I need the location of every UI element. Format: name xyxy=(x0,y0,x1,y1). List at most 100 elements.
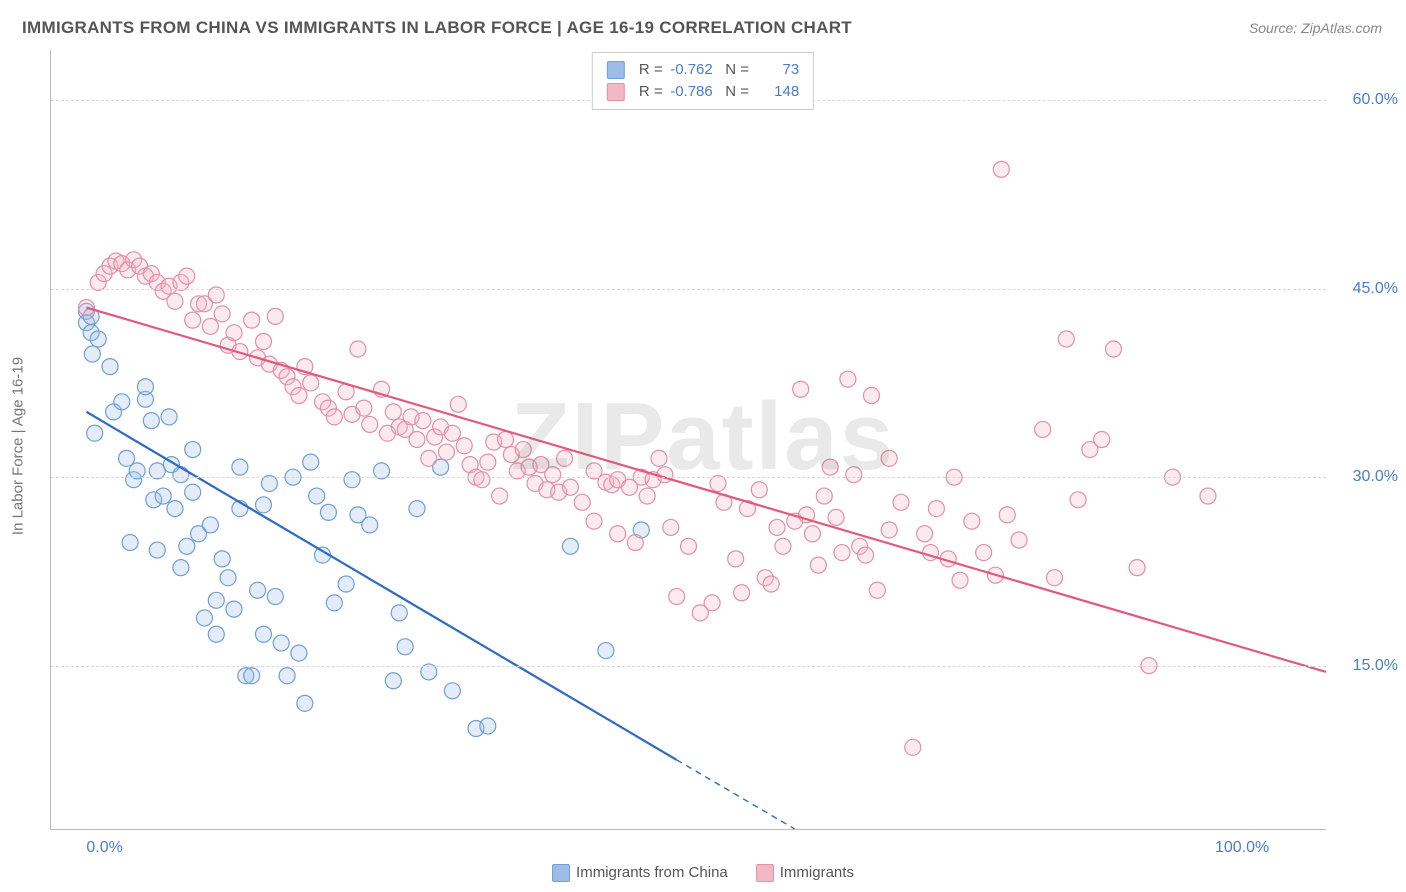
scatter-point xyxy=(385,673,401,689)
scatter-point xyxy=(793,381,809,397)
scatter-point xyxy=(122,535,138,551)
scatter-point xyxy=(999,507,1015,523)
scatter-point xyxy=(917,526,933,542)
legend-swatch xyxy=(607,83,625,101)
grid-line xyxy=(51,289,1326,290)
scatter-point xyxy=(952,572,968,588)
y-axis-label: In Labor Force | Age 16-19 xyxy=(10,357,27,535)
scatter-point xyxy=(480,718,496,734)
scatter-point xyxy=(185,484,201,500)
scatter-point xyxy=(562,479,578,495)
scatter-point xyxy=(474,472,490,488)
scatter-point xyxy=(421,450,437,466)
legend-label: Immigrants xyxy=(780,864,854,881)
scatter-point xyxy=(881,522,897,538)
scatter-point xyxy=(196,610,212,626)
scatter-point xyxy=(1011,532,1027,548)
scatter-point xyxy=(438,444,454,460)
scatter-point xyxy=(244,312,260,328)
scatter-point xyxy=(976,545,992,561)
scatter-point xyxy=(356,400,372,416)
scatter-point xyxy=(751,482,767,498)
stats-row: R = -0.762 N = 73 xyxy=(607,59,799,81)
scatter-point xyxy=(964,513,980,529)
scatter-point xyxy=(1035,421,1051,437)
scatter-point xyxy=(828,509,844,525)
scatter-point xyxy=(326,595,342,611)
scatter-point xyxy=(226,601,242,617)
scatter-point xyxy=(681,538,697,554)
y-tick-label: 30.0% xyxy=(1338,468,1398,486)
scatter-point xyxy=(769,519,785,535)
scatter-point xyxy=(498,432,514,448)
scatter-point xyxy=(362,517,378,533)
scatter-point xyxy=(102,359,118,375)
scatter-point xyxy=(1094,432,1110,448)
scatter-point xyxy=(267,589,283,605)
legend-item: Immigrants xyxy=(756,864,854,882)
chart-svg xyxy=(51,50,1326,829)
scatter-point xyxy=(905,739,921,755)
stats-text: R = -0.762 N = 73 xyxy=(639,59,799,81)
scatter-point xyxy=(586,513,602,529)
y-tick-label: 15.0% xyxy=(1338,657,1398,675)
scatter-point xyxy=(232,459,248,475)
bottom-legend: Immigrants from ChinaImmigrants xyxy=(552,864,854,882)
scatter-point xyxy=(651,450,667,466)
scatter-point xyxy=(846,467,862,483)
trend-line-dashed xyxy=(677,760,795,829)
plot-area: 15.0%30.0%45.0%60.0%0.0%100.0% xyxy=(50,50,1326,830)
scatter-point xyxy=(397,639,413,655)
scatter-point xyxy=(545,467,561,483)
scatter-point xyxy=(303,375,319,391)
scatter-point xyxy=(515,442,531,458)
scatter-point xyxy=(409,432,425,448)
legend-swatch xyxy=(552,864,570,882)
stats-text: R = -0.786 N = 148 xyxy=(639,81,799,103)
scatter-point xyxy=(291,388,307,404)
scatter-point xyxy=(226,325,242,341)
scatter-point xyxy=(161,409,177,425)
scatter-point xyxy=(256,626,272,642)
scatter-point xyxy=(858,547,874,563)
scatter-point xyxy=(385,404,401,420)
scatter-point xyxy=(173,467,189,483)
scatter-point xyxy=(492,488,508,504)
scatter-point xyxy=(167,293,183,309)
scatter-point xyxy=(214,306,230,322)
scatter-point xyxy=(775,538,791,554)
scatter-point xyxy=(320,504,336,520)
x-tick-label: 100.0% xyxy=(1215,839,1269,857)
scatter-point xyxy=(840,371,856,387)
scatter-point xyxy=(391,605,407,621)
scatter-point xyxy=(557,450,573,466)
scatter-point xyxy=(728,551,744,567)
y-tick-label: 45.0% xyxy=(1338,280,1398,298)
scatter-point xyxy=(669,589,685,605)
chart-title: IMMIGRANTS FROM CHINA VS IMMIGRANTS IN L… xyxy=(22,18,852,38)
scatter-point xyxy=(143,413,159,429)
scatter-point xyxy=(250,582,266,598)
scatter-point xyxy=(338,576,354,592)
scatter-point xyxy=(350,341,366,357)
scatter-point xyxy=(220,570,236,586)
scatter-point xyxy=(610,526,626,542)
legend-swatch xyxy=(756,864,774,882)
scatter-point xyxy=(179,268,195,284)
scatter-point xyxy=(1106,341,1122,357)
scatter-point xyxy=(834,545,850,561)
stats-box: R = -0.762 N = 73R = -0.786 N = 148 xyxy=(592,52,814,110)
scatter-point xyxy=(173,560,189,576)
scatter-point xyxy=(344,472,360,488)
scatter-point xyxy=(456,438,472,454)
scatter-point xyxy=(256,497,272,513)
scatter-point xyxy=(928,501,944,517)
scatter-point xyxy=(362,416,378,432)
scatter-point xyxy=(763,576,779,592)
scatter-point xyxy=(480,454,496,470)
scatter-point xyxy=(1046,570,1062,586)
y-tick-label: 60.0% xyxy=(1338,91,1398,109)
scatter-point xyxy=(562,538,578,554)
scatter-point xyxy=(297,695,313,711)
scatter-point xyxy=(87,425,103,441)
